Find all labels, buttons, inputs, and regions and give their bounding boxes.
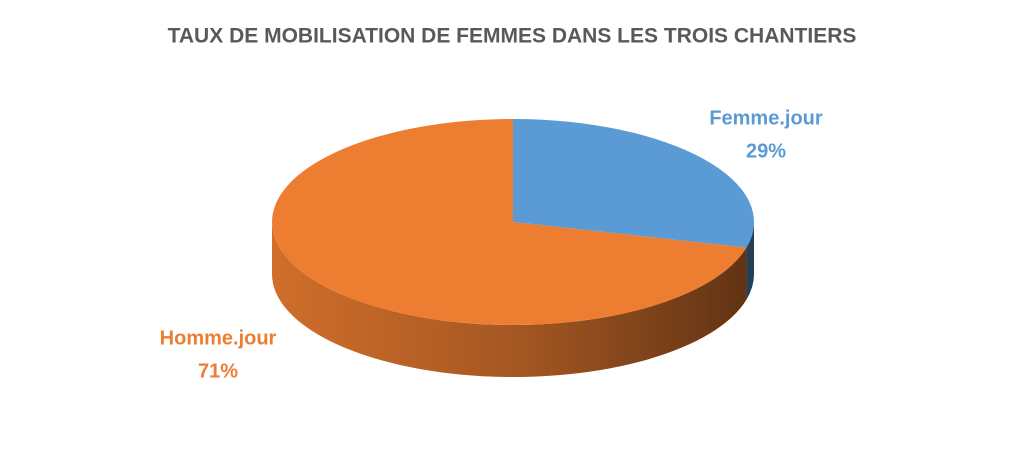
chart-title: TAUX DE MOBILISATION DE FEMMES DANS LES … — [168, 25, 857, 48]
side-shade — [272, 222, 747, 378]
slice — [271, 119, 747, 325]
value-label: 71% — [198, 360, 238, 382]
category-label: Femme.jour — [709, 107, 823, 129]
slice — [513, 119, 754, 248]
pie — [271, 119, 754, 378]
value-label: 29% — [746, 140, 786, 162]
side-shade — [746, 222, 754, 300]
category-label: Homme.jour — [160, 327, 277, 349]
